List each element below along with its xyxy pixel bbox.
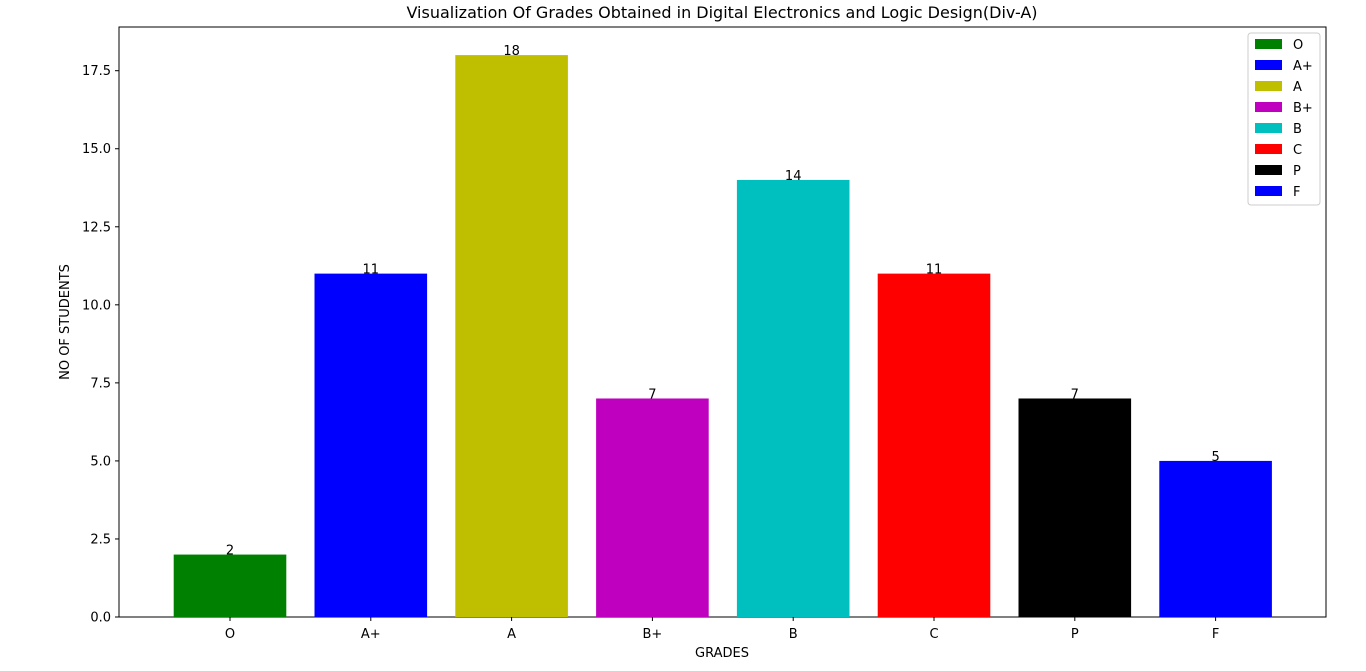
bar-b	[736, 179, 850, 618]
x-tick-label: C	[929, 627, 938, 642]
x-tick-label: F	[1212, 627, 1219, 642]
legend-label: A+	[1293, 59, 1313, 74]
x-tick-label: B+	[642, 627, 662, 642]
x-axis-label: GRADES	[695, 646, 749, 661]
x-tick-label: P	[1071, 627, 1079, 642]
legend-swatch	[1255, 60, 1282, 70]
x-tick-label: A+	[361, 627, 381, 642]
x-axis: O A+ A B+ B C P F	[225, 617, 1219, 642]
x-tick-label: O	[225, 627, 235, 642]
bar-p	[1018, 398, 1132, 617]
bar-f	[1159, 460, 1272, 617]
y-axis: 0.0 2.5 5.0 7.5 10.0 12.5 15.0 17.5	[82, 64, 119, 626]
y-tick-label: 10.0	[82, 298, 111, 313]
bar-c	[877, 273, 991, 617]
chart-title: Visualization Of Grades Obtained in Digi…	[406, 3, 1037, 22]
bar-value-label: 7	[1071, 387, 1079, 402]
legend-label: B+	[1293, 101, 1313, 116]
bar-value-label: 11	[926, 263, 943, 278]
y-axis-label: NO OF STUDENTS	[58, 264, 73, 380]
y-tick-label: 5.0	[90, 454, 111, 469]
y-tick-label: 0.0	[90, 611, 111, 626]
bar-value-label: 14	[785, 169, 802, 184]
y-tick-label: 7.5	[90, 376, 111, 391]
legend-swatch	[1255, 39, 1282, 49]
legend-swatch	[1255, 186, 1282, 196]
legend-swatch	[1255, 102, 1282, 112]
bar-value-label: 5	[1211, 450, 1219, 465]
x-tick-label: A	[507, 627, 516, 642]
plot-area	[118, 26, 1327, 618]
y-tick-label: 2.5	[90, 532, 111, 547]
y-tick-label: 17.5	[82, 64, 111, 79]
x-tick-label: B	[789, 627, 798, 642]
bar-value-label: 18	[503, 44, 520, 59]
legend-swatch	[1255, 144, 1282, 154]
legend-box	[1247, 32, 1321, 206]
bar-o	[173, 554, 287, 617]
bar-value-label: 7	[648, 387, 656, 402]
bar-value-label: 11	[363, 263, 380, 278]
legend-swatch	[1255, 165, 1282, 175]
bar-a-plus	[314, 273, 428, 617]
legend-label: C	[1293, 143, 1302, 158]
bar-value-label: 2	[226, 544, 234, 559]
legend-label: O	[1293, 38, 1303, 53]
legend-swatch	[1255, 123, 1282, 133]
legend-label: B	[1293, 122, 1302, 137]
bars-group	[173, 55, 1272, 618]
bar-b-plus	[596, 398, 709, 617]
legend-label: P	[1293, 164, 1301, 179]
value-labels-group: 2 11 18 7 14 11 7 5	[226, 44, 1220, 558]
bar-a	[455, 55, 568, 618]
legend-swatch	[1255, 81, 1282, 91]
legend-label: A	[1293, 80, 1302, 95]
y-tick-label: 15.0	[82, 142, 111, 157]
y-tick-label: 12.5	[82, 220, 111, 235]
legend-label: F	[1293, 185, 1300, 200]
